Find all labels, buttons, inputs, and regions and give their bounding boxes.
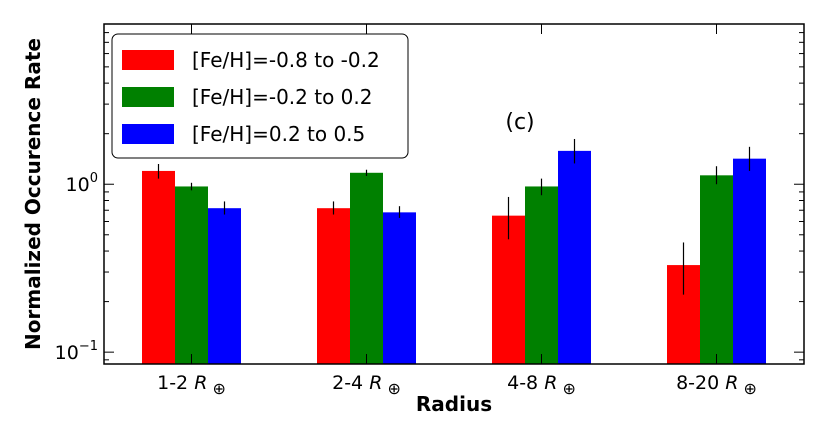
legend-swatch-3	[122, 124, 174, 144]
x-ticks: 1-2 R ⊕ 2-4 R ⊕ 4-8 R ⊕ 8-20 R ⊕	[157, 24, 757, 398]
bar-series-1-cat-3	[492, 215, 525, 364]
bar-series-3-cat-2	[383, 212, 416, 364]
bar-series-3-cat-3	[558, 150, 591, 364]
x-tick-label-4: 8-20 R ⊕	[676, 372, 757, 398]
bar-series-3-cat-4	[733, 158, 766, 364]
x-tick-label-1: 1-2 R ⊕	[157, 372, 226, 398]
legend-label-2: [Fe/H]=-0.2 to 0.2	[192, 85, 372, 109]
x-tick-label-3: 4-8 R ⊕	[507, 372, 576, 398]
plot-frame	[103, 23, 805, 365]
y-tick-label-2: 100	[66, 171, 98, 196]
x-axis-label: Radius	[416, 392, 492, 416]
bar-series-1-cat-1	[142, 170, 175, 364]
legend-swatch-1	[122, 50, 174, 70]
bar-series-2-cat-3	[525, 186, 558, 364]
y-tick-label-1: 10−1	[55, 339, 98, 364]
legend-label-3: [Fe/H]=0.2 to 0.5	[192, 122, 365, 146]
y-ticks: 10−1 100	[55, 23, 804, 364]
bar-series-2-cat-1	[175, 186, 208, 364]
y-axis-label: Normalized Occurence Rate	[21, 38, 45, 350]
bar-series-2-cat-2	[350, 172, 383, 364]
panel-annotation: (c)	[505, 110, 534, 135]
legend-box	[111, 33, 409, 159]
bars-layer	[142, 150, 766, 364]
legend-swatch-2	[122, 87, 174, 107]
bar-series-3-cat-1	[208, 208, 241, 364]
error-bars-layer	[157, 138, 751, 295]
legend-label-1: [Fe/H]=-0.8 to -0.2	[192, 48, 380, 72]
bar-series-2-cat-4	[700, 175, 733, 364]
legend-items: [Fe/H]=-0.8 to -0.2 [Fe/H]=-0.2 to 0.2 [Fe…	[122, 48, 380, 146]
bar-series-1-cat-2	[317, 208, 350, 364]
legend: [Fe/H]=-0.8 to -0.2 [Fe/H]=-0.2 to 0.2 [Fe…	[111, 33, 409, 159]
x-tick-label-2: 2-4 R ⊕	[332, 372, 401, 398]
